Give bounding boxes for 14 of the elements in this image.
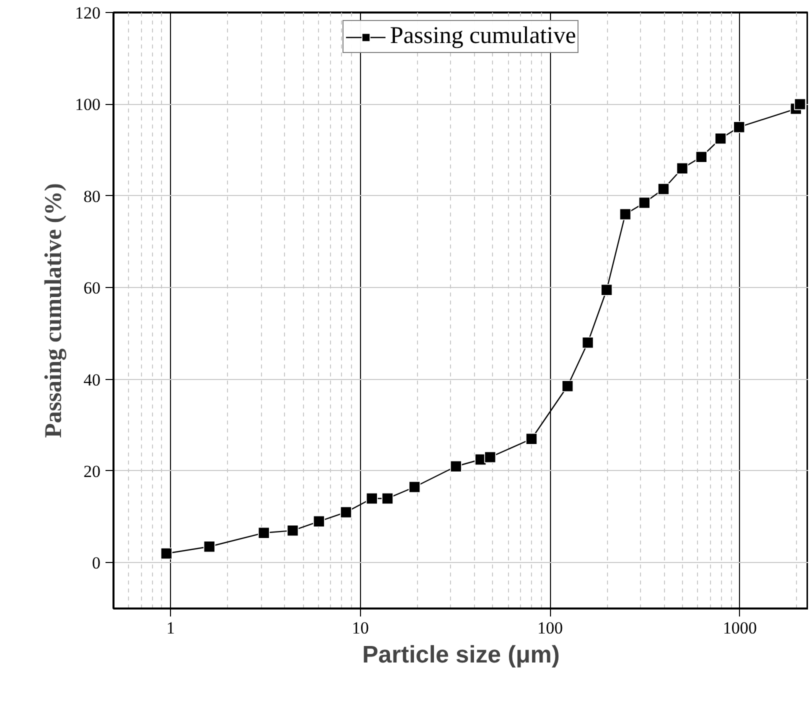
x-tick-label: 10 xyxy=(352,618,369,638)
x-axis-title: Particle size (μm) xyxy=(362,642,560,668)
y-tick-label: 60 xyxy=(84,278,100,298)
y-tick-label: 80 xyxy=(84,186,100,206)
legend-label: Passing cumulative xyxy=(390,23,576,50)
y-tick-label: 0 xyxy=(92,554,100,573)
y-axis-title: Passaing cumulative (%) xyxy=(41,183,67,438)
x-tick-label: 1000 xyxy=(722,618,757,638)
y-tick-label: 20 xyxy=(84,462,100,481)
x-tick-label: 100 xyxy=(537,618,563,638)
x-tick-label: 1 xyxy=(166,618,175,638)
y-tick-label: 40 xyxy=(84,370,100,390)
y-tick-label: 120 xyxy=(75,4,100,22)
y-tick-label: 100 xyxy=(75,95,100,114)
